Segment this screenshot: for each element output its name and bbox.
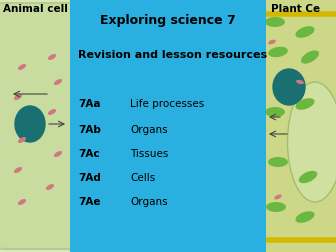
Bar	[266, 0, 336, 252]
Ellipse shape	[54, 151, 62, 157]
Text: Organs: Organs	[130, 197, 168, 207]
Text: 7Ae: 7Ae	[78, 197, 100, 207]
Text: 7Ac: 7Ac	[78, 149, 100, 159]
Ellipse shape	[48, 109, 56, 115]
Text: Tissues: Tissues	[130, 149, 168, 159]
Ellipse shape	[295, 211, 314, 223]
Ellipse shape	[273, 69, 305, 105]
FancyBboxPatch shape	[0, 3, 85, 249]
Ellipse shape	[265, 107, 285, 117]
Bar	[70, 0, 266, 252]
Text: Exploring science 7: Exploring science 7	[100, 14, 236, 27]
Ellipse shape	[295, 98, 314, 110]
Text: Life processes: Life processes	[130, 99, 204, 109]
Ellipse shape	[288, 82, 336, 202]
Ellipse shape	[15, 106, 45, 142]
Ellipse shape	[301, 50, 319, 64]
Ellipse shape	[268, 47, 288, 57]
Text: Plant Ce: Plant Ce	[271, 4, 320, 14]
Text: Animal cell: Animal cell	[3, 4, 68, 14]
Ellipse shape	[18, 64, 26, 70]
Ellipse shape	[14, 167, 22, 173]
Ellipse shape	[274, 195, 282, 200]
Ellipse shape	[268, 157, 288, 167]
Text: Revision and lesson resources: Revision and lesson resources	[78, 50, 267, 60]
Text: 7Ad: 7Ad	[78, 173, 101, 183]
Text: Cells: Cells	[130, 173, 155, 183]
Ellipse shape	[18, 137, 26, 143]
Ellipse shape	[268, 40, 276, 44]
Ellipse shape	[48, 54, 56, 60]
Ellipse shape	[18, 199, 26, 205]
Ellipse shape	[54, 79, 62, 85]
Text: 7Aa: 7Aa	[78, 99, 100, 109]
Ellipse shape	[265, 17, 285, 27]
Ellipse shape	[46, 184, 54, 190]
Ellipse shape	[266, 202, 286, 212]
Ellipse shape	[299, 171, 317, 183]
Text: Organs: Organs	[130, 125, 168, 135]
Ellipse shape	[295, 26, 314, 38]
Ellipse shape	[14, 94, 22, 100]
Text: 7Ab: 7Ab	[78, 125, 101, 135]
Ellipse shape	[296, 80, 304, 84]
